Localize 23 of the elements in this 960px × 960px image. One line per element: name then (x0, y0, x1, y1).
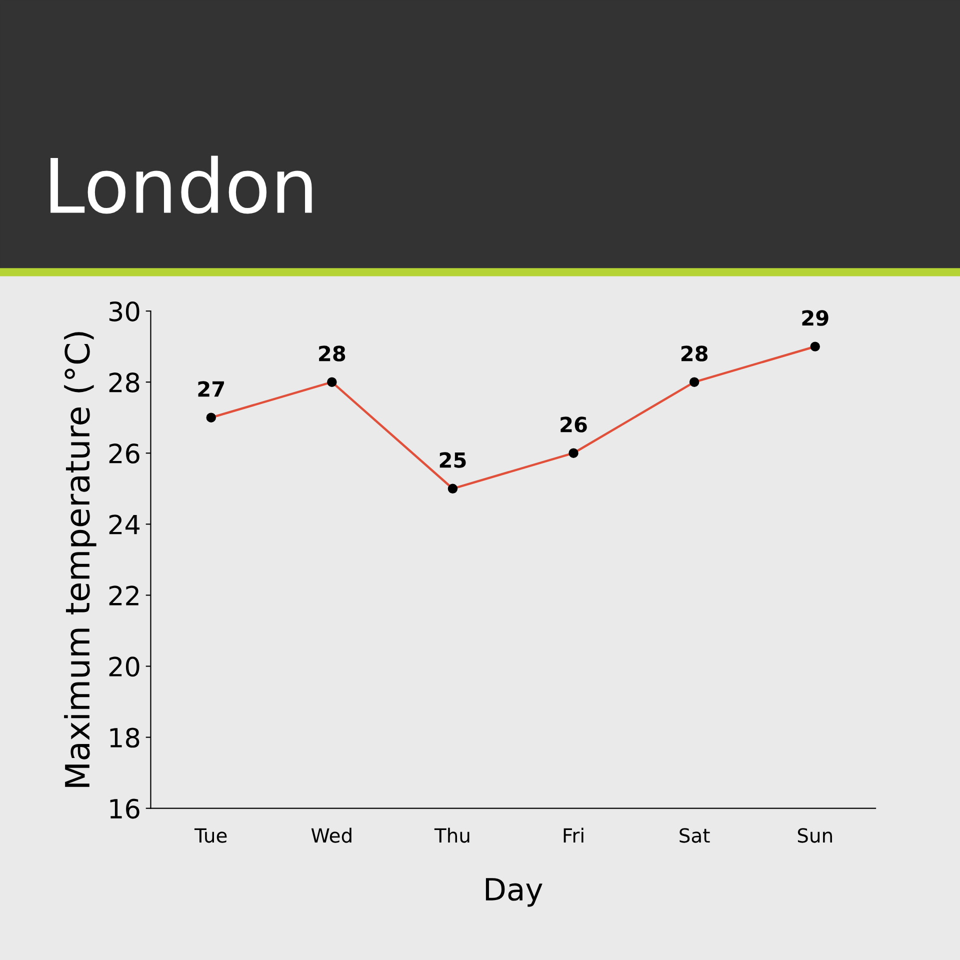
x-axis-title: Day (486, 878, 542, 907)
y-tick-label: 26 (109, 444, 140, 464)
x-tick-label: Wed (311, 828, 352, 843)
y-tick-label: 28 (109, 372, 140, 392)
data-label: 28 (681, 346, 708, 362)
x-tick-label: Fri (564, 828, 584, 843)
y-tick-label: 18 (110, 728, 140, 748)
data-label: 29 (802, 310, 828, 326)
x-tick-label: Sat (680, 828, 710, 843)
x-tick-label: Thu (434, 828, 470, 843)
y-tick-label: 22 (109, 586, 138, 606)
y-axis-title: Maximum temperature (°C) (64, 332, 96, 787)
data-label: 25 (440, 452, 466, 468)
y-tick-label: 24 (109, 514, 140, 534)
x-tick-label: Tue (194, 828, 227, 843)
data-label: 27 (198, 381, 224, 397)
data-label: 28 (319, 346, 346, 362)
y-tick-label: 30 (109, 301, 140, 322)
y-tick-label: 16 (110, 798, 140, 819)
data-label: 26 (560, 416, 587, 432)
y-tick-label: 20 (109, 656, 140, 677)
chart-title: London (50, 156, 312, 214)
x-tick-label: Sun (798, 828, 832, 843)
